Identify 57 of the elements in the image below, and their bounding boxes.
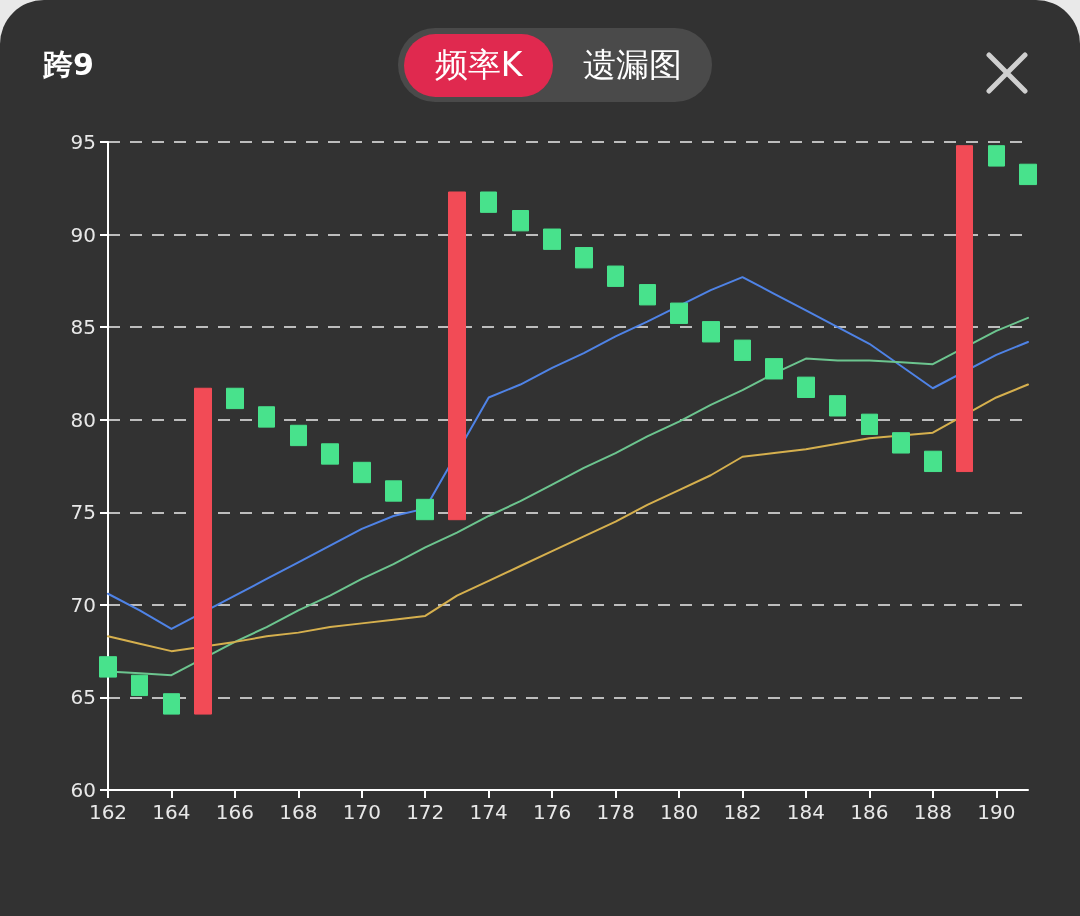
candlestick [321, 443, 339, 465]
candlestick [290, 424, 307, 447]
candlestick [829, 395, 846, 417]
candlestick [892, 432, 910, 454]
y-tick-label: 95 [70, 130, 96, 154]
x-tick-label: 170 [342, 800, 381, 824]
candlestick [988, 145, 1005, 167]
candlestick [385, 480, 402, 502]
candlestick [480, 191, 497, 213]
x-tick-label: 190 [977, 800, 1016, 824]
y-tick-label: 75 [70, 500, 96, 525]
x-tick-label: 182 [723, 800, 762, 824]
candlestick [575, 247, 593, 269]
candlestick [639, 284, 656, 306]
candlestick [416, 498, 434, 521]
x-tick-label: 166 [215, 800, 254, 824]
y-tick-label: 85 [70, 315, 96, 340]
candlestick [131, 674, 148, 697]
candlestick [512, 210, 529, 232]
y-tick-label: 90 [70, 222, 96, 247]
line-series [107, 276, 1029, 630]
y-tick-label: 80 [70, 407, 96, 432]
candlestick [956, 145, 973, 473]
tab-switch: 频率K 遗漏图 [398, 28, 712, 102]
candlestick [1019, 163, 1037, 186]
x-tick-label: 186 [850, 800, 889, 824]
candlestick [226, 387, 244, 410]
x-tick-label: 162 [88, 800, 128, 824]
candlestick [99, 656, 117, 678]
candlestick [353, 461, 371, 484]
x-tick-label: 180 [659, 800, 699, 824]
y-tick-label: 60 [70, 778, 96, 802]
x-tick-label: 178 [596, 800, 635, 824]
candlestick [734, 339, 751, 361]
candlestick [448, 191, 466, 521]
candlestick [670, 302, 688, 324]
y-tick-label: 70 [70, 592, 96, 617]
x-tick-label: 184 [786, 800, 826, 824]
candlestick [702, 321, 720, 343]
x-tick-label: 164 [152, 800, 191, 824]
chart-title: 跨9 [43, 46, 94, 84]
candlestick [861, 413, 878, 436]
candlestick [924, 450, 942, 473]
candlestick [163, 693, 180, 715]
line-series [107, 383, 1029, 653]
candlestick [258, 406, 275, 428]
x-tick-label: 176 [533, 800, 572, 824]
candlestick [543, 228, 561, 250]
candlestick [765, 358, 783, 380]
candlestick [607, 265, 624, 287]
x-tick-label: 174 [469, 800, 508, 824]
x-tick-label: 172 [406, 800, 445, 824]
x-tick-label: 168 [279, 800, 318, 824]
candlestick [194, 387, 212, 715]
candlestick [797, 376, 815, 398]
x-tick-label: 188 [913, 800, 952, 824]
y-tick-label: 65 [70, 685, 96, 710]
